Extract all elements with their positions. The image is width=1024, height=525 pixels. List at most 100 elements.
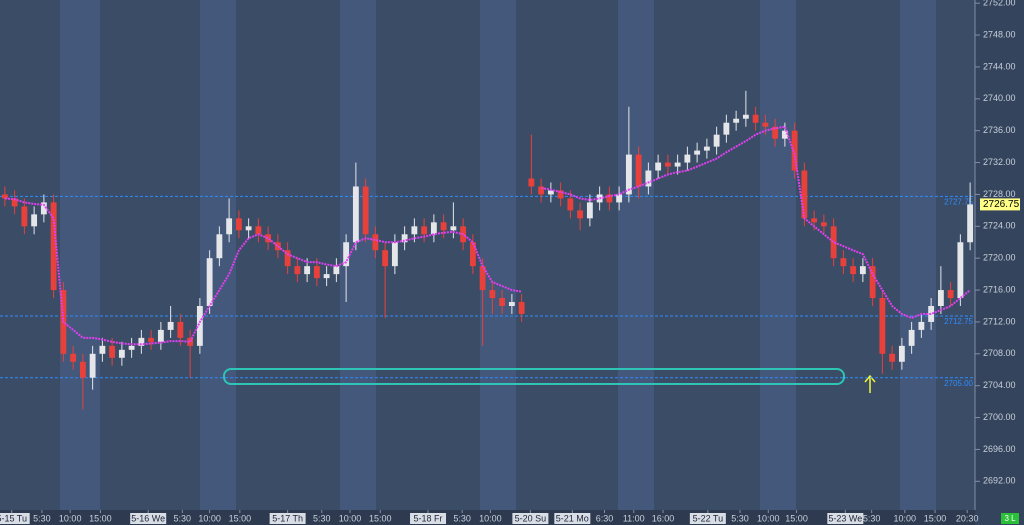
candle-body [323,274,330,279]
candle-body [70,353,77,362]
candle-body [606,194,613,203]
x-tick-label: 11:00 [623,513,645,523]
y-tick-label: 2696.00 [983,444,1016,454]
x-tick-label: 5-23 We [828,513,862,523]
candle-body [957,242,964,299]
candle-body [313,266,320,279]
candle-body [372,234,379,251]
candle-body [216,234,223,259]
y-tick-label: 2704.00 [983,380,1016,390]
candle-body [226,218,233,235]
y-tick-label: 2692.00 [983,476,1016,486]
candle-body [401,234,408,243]
x-tick-label: 5-17 Th [272,513,303,523]
x-tick-label: 15:00 [924,513,947,523]
candle-body [50,202,57,291]
candle-body [21,206,28,227]
x-tick-label-box [410,513,447,524]
x-tick-label-box [0,513,30,524]
candle-body [177,321,184,338]
candle-body [89,353,96,378]
candle-body [811,218,818,223]
x-tick-label-box [827,513,864,524]
candle-body [109,345,116,358]
candle-body [557,190,564,199]
time-axis [0,510,975,525]
x-tick-label-box [512,513,549,524]
candle-body [850,266,857,275]
x-tick-label: 5:30 [33,513,51,523]
candle-body [762,122,769,127]
x-tick-label: 5-20 Su [515,513,547,523]
candle-body [167,321,174,330]
candle-body [128,345,135,350]
candle-body [1,194,8,199]
candle-body [752,114,759,123]
last-price-label: 2726.75 [983,199,1020,210]
candle-body [518,302,525,314]
y-tick-label: 2736.00 [983,125,1016,135]
candle-body [508,302,515,306]
candle-body [79,361,86,378]
x-tick-label-box [269,513,306,524]
candle-body [694,150,701,155]
x-tick-label: 6:30 [596,513,614,523]
x-tick-label-box [130,513,167,524]
annotation-arrow [864,374,876,393]
candle-body [352,186,359,243]
x-tick-label: 15:00 [785,513,808,523]
candle-body [118,349,125,358]
x-tick-label: 10:00 [198,513,221,523]
x-tick-label-box [554,513,591,524]
y-tick-label: 2728.00 [983,189,1016,199]
candle-body [645,170,652,187]
candle-body [625,154,632,195]
candle-body [99,345,106,354]
candle-body [664,162,671,167]
vwap-line [4,125,971,346]
candle-body [840,258,847,267]
candle-body [567,198,574,211]
candle-body [255,226,262,235]
x-tick-label-box [689,513,726,524]
y-tick-label: 2732.00 [983,157,1016,167]
candle-body [967,204,974,243]
x-tick-label: 5:30 [863,513,881,523]
candle-body [733,118,740,123]
candle-body [820,222,827,227]
candle-body [616,194,623,203]
candle-body [362,186,369,235]
x-tick-label: 5-15 Tu [0,513,27,523]
candle-body [703,146,710,151]
status-label: 3 L [1004,514,1016,523]
annotation-ellipse [223,368,845,385]
x-tick-label: 10:00 [479,513,502,523]
candle-body [937,290,944,306]
candle-body [577,210,584,219]
candle-body [343,242,350,267]
candle-body [450,226,457,231]
candle-body [889,353,896,362]
candle-body [538,186,545,195]
y-tick-label: 2748.00 [983,29,1016,39]
candle-body [791,130,798,171]
candle-body [655,162,662,171]
session-bands [60,0,936,510]
x-tick-label: 5:30 [731,513,749,523]
x-tick-label: 15:00 [229,513,252,523]
candle-body [830,226,837,259]
candle-body [382,250,389,267]
candle-body [440,222,447,231]
candle-body [235,218,242,231]
candle-body [742,114,749,119]
candle-body [40,202,47,215]
y-tick-label: 2716.00 [983,284,1016,294]
candle-body [869,266,876,299]
x-tick-label: 10:00 [757,513,780,523]
y-tick-label: 2744.00 [983,61,1016,71]
x-tick-label: 5:30 [453,513,471,523]
candle-body [635,154,642,187]
candle-body [411,226,418,235]
candle-body [918,321,925,330]
candle-body [391,242,398,267]
